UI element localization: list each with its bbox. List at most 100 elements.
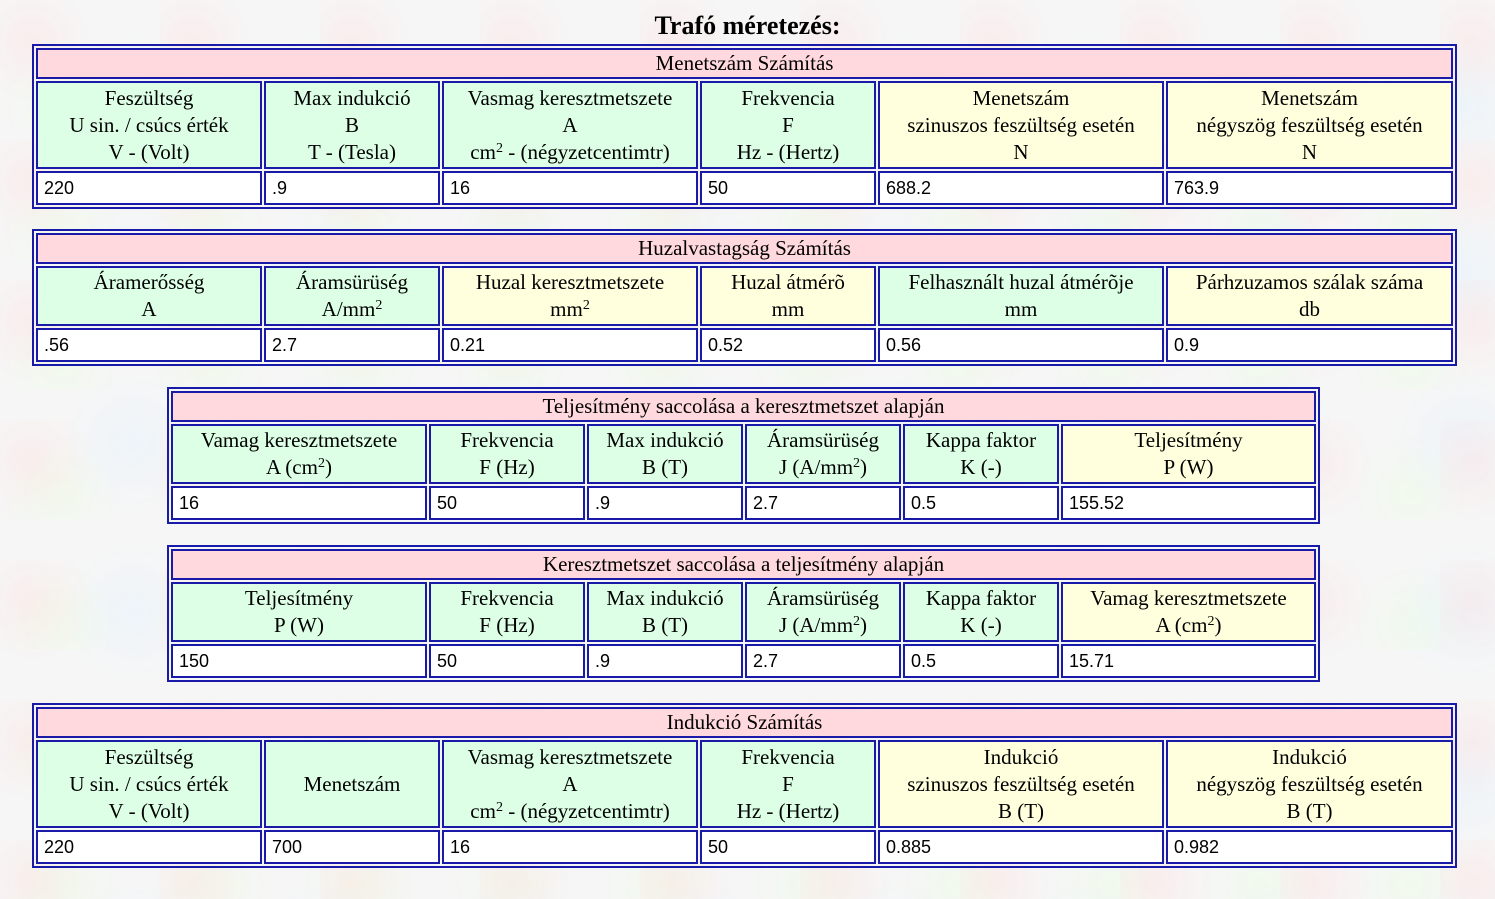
- kappa-header: Kappa faktor K (-): [903, 424, 1059, 484]
- induction-input[interactable]: [589, 488, 741, 518]
- frequency-input[interactable]: [702, 832, 874, 862]
- power-cell: [1061, 486, 1317, 520]
- current-density-cell: [745, 644, 901, 678]
- current-density-input[interactable]: [747, 488, 899, 518]
- kappa-header: Kappa faktor K (-): [903, 582, 1059, 642]
- huzal-title: Huzalvastagság Számítás: [36, 233, 1454, 264]
- power-input[interactable]: [173, 646, 425, 676]
- induction-sin-header: Indukció szinuszos feszültség esetén B (…: [878, 740, 1164, 828]
- turns-square-header: Menetszám négyszög feszültség esetén N: [1166, 81, 1454, 169]
- core-area-cell: [442, 830, 698, 864]
- wire-area-cell: [442, 328, 698, 362]
- voltage-header: Feszültség U sin. / csúcs érték V - (Vol…: [36, 740, 262, 828]
- kappa-cell: [903, 644, 1059, 678]
- induction-square-output[interactable]: [1168, 832, 1451, 862]
- core-estimate-table: Keresztmetszet saccolása a teljesítmény …: [167, 545, 1320, 682]
- turns-sin-header: Menetszám szinuszos feszültség esetén N: [878, 81, 1164, 169]
- page-title: Trafó méretezés:: [654, 11, 841, 40]
- voltage-cell: [36, 171, 262, 205]
- current-density-header: Áramsürüség J (A/mm2): [745, 424, 901, 484]
- induction-input[interactable]: [266, 173, 438, 203]
- current-density-input[interactable]: [747, 646, 899, 676]
- wire-area-output[interactable]: [444, 330, 696, 360]
- current-density-cell: [264, 328, 440, 362]
- core-area-header: Vamag keresztmetszete A (cm2): [171, 424, 427, 484]
- used-diameter-input[interactable]: [880, 330, 1162, 360]
- wire-diameter-cell: [700, 328, 876, 362]
- kappa-input[interactable]: [905, 488, 1057, 518]
- induction-header: Max indukció B T - (Tesla): [264, 81, 440, 169]
- induction-input[interactable]: [589, 646, 741, 676]
- core-area-header: Vamag keresztmetszete A (cm2): [1061, 582, 1316, 642]
- core-area-header: Vasmag keresztmetszete A cm2 - (négyzetc…: [442, 740, 698, 828]
- parallel-strands-header: Párhzuzamos szálak száma db: [1166, 266, 1454, 326]
- huzal-table: Huzalvastagság Számítás Áramerősség A Ár…: [32, 229, 1458, 366]
- induction-square-cell: [1166, 830, 1453, 864]
- wire-area-header: Huzal keresztmetszete mm2: [442, 266, 698, 326]
- core-area-output[interactable]: [1063, 646, 1314, 676]
- induction-header: Max indukció B (T): [587, 424, 743, 484]
- voltage-cell: [36, 830, 262, 864]
- frequency-cell: [429, 644, 585, 678]
- core-estimate-title: Keresztmetszet saccolása a teljesítmény …: [171, 549, 1316, 580]
- core-area-cell: [1061, 644, 1316, 678]
- used-diameter-cell: [878, 328, 1164, 362]
- turns-square-output[interactable]: [1168, 173, 1452, 203]
- turns-sin-cell: [878, 171, 1164, 205]
- indukcio-table: Indukció Számítás Feszültség U sin. / cs…: [32, 703, 1457, 868]
- turns-input[interactable]: [266, 832, 438, 862]
- voltage-input[interactable]: [38, 173, 260, 203]
- core-area-cell: [171, 486, 427, 520]
- frequency-cell: [700, 830, 876, 864]
- parallel-strands-output[interactable]: [1168, 330, 1452, 360]
- core-area-cell: [442, 171, 698, 205]
- induction-cell: [587, 486, 743, 520]
- current-density-input[interactable]: [266, 330, 438, 360]
- frequency-cell: [429, 486, 585, 520]
- induction-cell: [264, 171, 440, 205]
- voltage-input[interactable]: [38, 832, 260, 862]
- menetszam-title: Menetszám Számítás: [36, 48, 1454, 79]
- kappa-cell: [903, 486, 1059, 520]
- power-estimate-title: Teljesítmény saccolása a keresztmetszet …: [171, 391, 1317, 422]
- current-header: Áramerősség A: [36, 266, 262, 326]
- current-density-header: Áramsürüség A/mm2: [264, 266, 440, 326]
- frequency-input[interactable]: [702, 173, 874, 203]
- power-output[interactable]: [1063, 488, 1315, 518]
- kappa-input[interactable]: [905, 646, 1057, 676]
- power-header: Teljesítmény P (W): [1061, 424, 1317, 484]
- power-estimate-table: Teljesítmény saccolása a keresztmetszet …: [167, 387, 1321, 524]
- frequency-header: Frekvencia F (Hz): [429, 582, 585, 642]
- turns-cell: [264, 830, 440, 864]
- frequency-header: Frekvencia F Hz - (Hertz): [700, 81, 876, 169]
- power-header: Teljesítmény P (W): [171, 582, 427, 642]
- induction-cell: [587, 644, 743, 678]
- induction-header: Max indukció B (T): [587, 582, 743, 642]
- frequency-header: Frekvencia F Hz - (Hertz): [700, 740, 876, 828]
- induction-sin-output[interactable]: [880, 832, 1162, 862]
- current-cell: [36, 328, 262, 362]
- used-diameter-header: Felhasznált huzal átmérõje mm: [878, 266, 1164, 326]
- core-area-input[interactable]: [173, 488, 425, 518]
- indukcio-title: Indukció Számítás: [36, 707, 1453, 738]
- wire-diameter-output[interactable]: [702, 330, 874, 360]
- induction-sin-cell: [878, 830, 1164, 864]
- induction-square-header: Indukció négyszög feszültség esetén B (T…: [1166, 740, 1453, 828]
- current-input[interactable]: [38, 330, 260, 360]
- voltage-header: Feszültség U sin. / csúcs érték V - (Vol…: [36, 81, 262, 169]
- turns-square-cell: [1166, 171, 1454, 205]
- core-area-input[interactable]: [444, 832, 696, 862]
- wire-diameter-header: Huzal átmérõ mm: [700, 266, 876, 326]
- turns-header: Menetszám: [264, 740, 440, 828]
- frequency-cell: [700, 171, 876, 205]
- frequency-input[interactable]: [431, 488, 583, 518]
- core-area-input[interactable]: [444, 173, 696, 203]
- frequency-header: Frekvencia F (Hz): [429, 424, 585, 484]
- menetszam-table: Menetszám Számítás Feszültség U sin. / c…: [32, 44, 1458, 209]
- turns-sin-output[interactable]: [880, 173, 1162, 203]
- core-area-header: Vasmag keresztmetszete A cm2 - (négyzetc…: [442, 81, 698, 169]
- parallel-strands-cell: [1166, 328, 1454, 362]
- current-density-cell: [745, 486, 901, 520]
- frequency-input[interactable]: [431, 646, 583, 676]
- current-density-header: Áramsürüség J (A/mm2): [745, 582, 901, 642]
